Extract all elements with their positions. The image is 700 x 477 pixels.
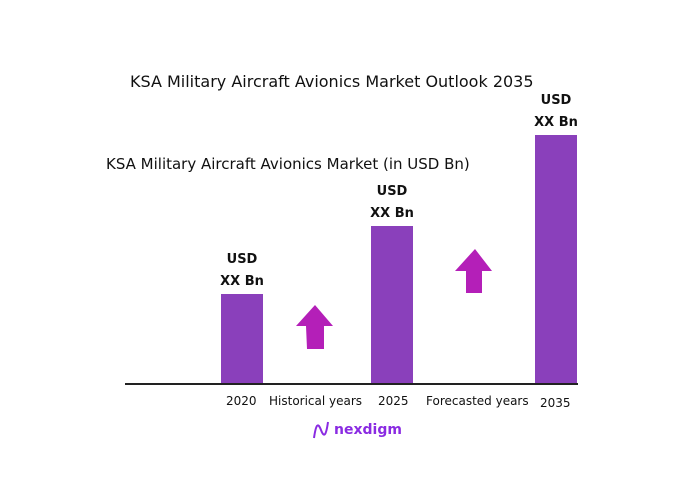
data-label-2035: USD XX Bn bbox=[516, 90, 596, 134]
data-label-currency: USD bbox=[376, 184, 408, 199]
x-tick-2035: 2035 bbox=[540, 396, 571, 410]
data-label-2025: USD XX Bn bbox=[352, 181, 432, 225]
nexdigm-logo: nexdigm bbox=[312, 420, 402, 440]
bar-2020 bbox=[221, 294, 263, 384]
period-label-forecast: Forecasted years bbox=[426, 394, 529, 408]
nexdigm-logo-icon bbox=[313, 421, 329, 439]
chart-subtitle: KSA Military Aircraft Avionics Market (i… bbox=[106, 155, 470, 173]
up-arrow-icon bbox=[455, 249, 492, 293]
up-arrow-icon bbox=[296, 305, 333, 349]
x-tick-2025: 2025 bbox=[378, 394, 409, 408]
x-axis-line bbox=[125, 383, 578, 385]
x-tick-2020: 2020 bbox=[226, 394, 257, 408]
period-label-historical: Historical years bbox=[269, 394, 363, 408]
data-label-value: XX Bn bbox=[534, 115, 578, 130]
data-label-value: XX Bn bbox=[370, 206, 414, 221]
data-label-currency: USD bbox=[226, 252, 258, 267]
brand-name: nexdigm bbox=[334, 422, 402, 438]
data-label-value: XX Bn bbox=[220, 274, 264, 289]
data-label-2020: USD XX Bn bbox=[202, 249, 282, 293]
bar-2035 bbox=[535, 135, 577, 384]
chart-title: KSA Military Aircraft Avionics Market Ou… bbox=[130, 72, 534, 91]
bar-2025 bbox=[371, 226, 413, 384]
data-label-currency: USD bbox=[540, 93, 572, 108]
